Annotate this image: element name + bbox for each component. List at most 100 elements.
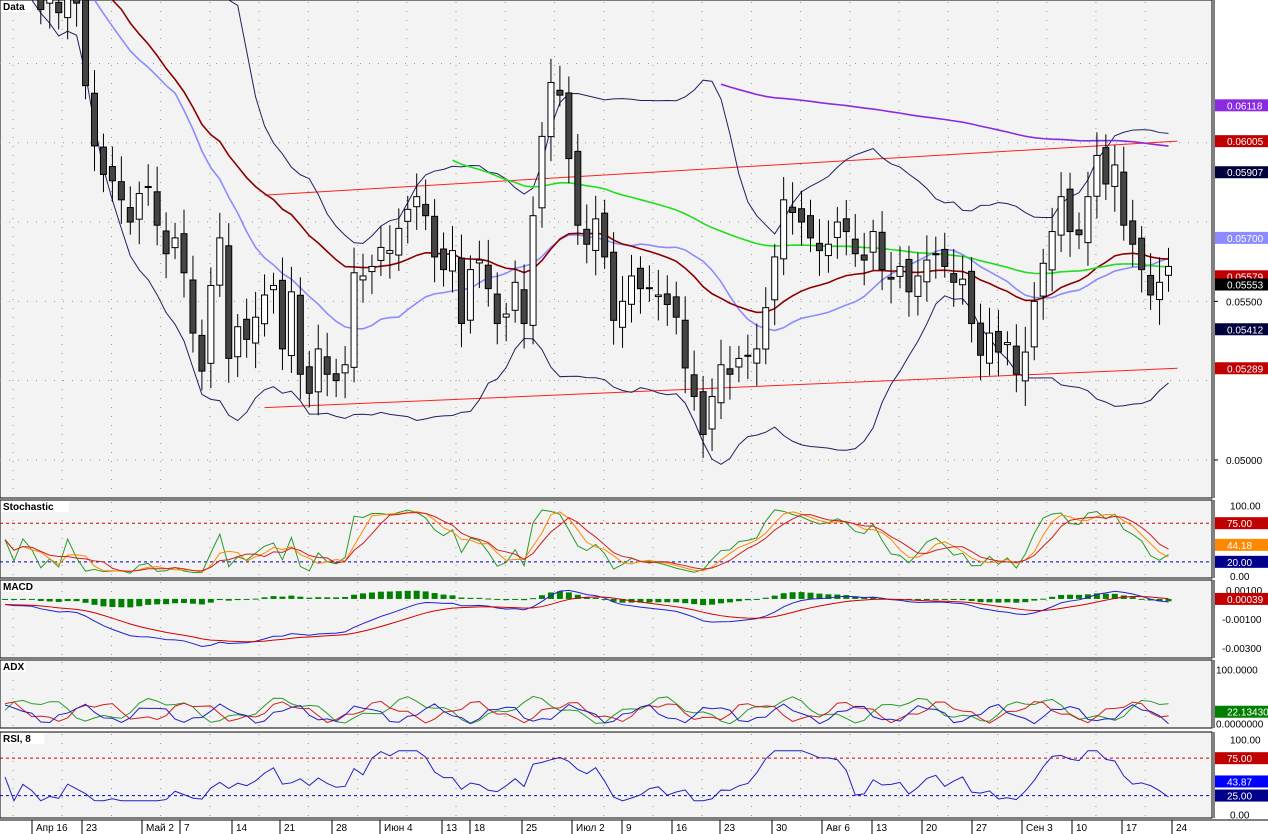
macd-histogram-bar [413, 590, 420, 599]
candle [395, 208, 403, 272]
candle [914, 252, 922, 316]
candle-body [270, 284, 277, 291]
candle-body [431, 215, 439, 258]
candle-body [1147, 274, 1155, 296]
candle-body [887, 276, 895, 280]
candle [556, 65, 564, 107]
price-badge-label: 43.87 [1227, 777, 1252, 788]
macd-histogram-bar [771, 595, 778, 599]
candle-body [780, 199, 788, 260]
macd-histogram-bar [1111, 593, 1118, 599]
candle-body [556, 89, 564, 96]
candle [1021, 326, 1029, 407]
macd-histogram-bar [959, 598, 966, 601]
candle [538, 122, 546, 228]
candle-body [708, 395, 716, 430]
macd-histogram-bar [19, 598, 26, 600]
candle [592, 195, 600, 276]
candle [977, 303, 985, 381]
time-label: 23 [724, 823, 736, 834]
candle [815, 219, 823, 276]
price-axis: 0.05500 0.05000 0.06118 0.06005 0.05907 0.057… [1214, 99, 1268, 467]
macd-histogram-bar [1102, 593, 1109, 599]
candle [144, 164, 152, 206]
candle [798, 190, 806, 246]
candle-body [932, 253, 940, 256]
time-label: Май 2 [146, 823, 174, 834]
macd-histogram-bar [914, 598, 921, 601]
candle-body [1156, 281, 1164, 301]
candle [359, 253, 367, 303]
candle [699, 375, 707, 458]
macd-histogram-bar [449, 595, 456, 599]
candle-body [896, 265, 904, 277]
macd-histogram-bar [718, 598, 724, 604]
candle-body [261, 294, 269, 325]
macd-histogram-bar [198, 598, 205, 605]
time-label: Апр 16 [36, 823, 68, 834]
candle [681, 296, 689, 394]
candle-body [520, 289, 528, 325]
macd-histogram-bar [422, 591, 429, 599]
candle-body [1129, 220, 1137, 245]
candle-body [583, 228, 591, 245]
candle [529, 196, 537, 345]
candle-body [574, 150, 582, 226]
candle-body [46, 0, 54, 4]
candle [708, 378, 716, 451]
candle-body [959, 278, 967, 286]
candle-body [923, 259, 931, 283]
price-badge [1215, 705, 1268, 718]
candle-body [37, 0, 45, 11]
candle-body [905, 258, 913, 293]
candle-body [162, 230, 170, 255]
macd-histogram-bar [977, 598, 984, 603]
candle [189, 255, 197, 353]
candle-body [1066, 188, 1074, 233]
price-badge [1215, 278, 1268, 291]
candle [404, 195, 412, 244]
macd-histogram-bar [2, 598, 8, 600]
macd-histogram-bar [735, 598, 742, 602]
candle [457, 234, 465, 348]
candle [153, 166, 161, 246]
candle-body [64, 0, 72, 19]
candle [117, 156, 125, 224]
candle-body [108, 166, 116, 182]
candle-body [350, 272, 358, 368]
panel-title: MACD [3, 582, 33, 593]
price-badge-label: 0.05289 [1227, 364, 1264, 375]
tick-label: 0.05500 [1226, 297, 1263, 308]
candle [672, 281, 680, 335]
candle [314, 324, 322, 416]
macd-histogram-bar [1084, 594, 1091, 599]
macd-histogram-bar [565, 592, 572, 599]
candle-body [645, 287, 653, 290]
panel-title-bg [1, 733, 45, 744]
time-label: 14 [236, 823, 248, 834]
time-label: 27 [976, 823, 988, 834]
ema-red [111, 0, 1169, 314]
candle-body [878, 231, 886, 271]
candle-body [1030, 300, 1038, 348]
macd-histogram-bar [270, 596, 277, 599]
candle-body [252, 316, 260, 344]
price-badge [1215, 323, 1268, 336]
stoch-k [4, 509, 1169, 574]
macd-histogram-bar [100, 598, 107, 607]
price-badge [1215, 752, 1268, 765]
candle-body [807, 215, 814, 239]
macd-histogram-bar [467, 597, 474, 599]
macd-histogram-bar [1156, 598, 1163, 602]
candle-body [243, 318, 251, 340]
candle [744, 334, 752, 380]
candle [243, 298, 251, 358]
price-badge-label: 44.18 [1227, 541, 1252, 552]
price-badge-label: 0.05700 [1227, 234, 1264, 245]
macd-histogram-bar [1067, 594, 1074, 599]
candle-body [207, 284, 215, 364]
candle [1102, 134, 1110, 200]
candle-body [950, 273, 958, 283]
candle [296, 277, 304, 400]
